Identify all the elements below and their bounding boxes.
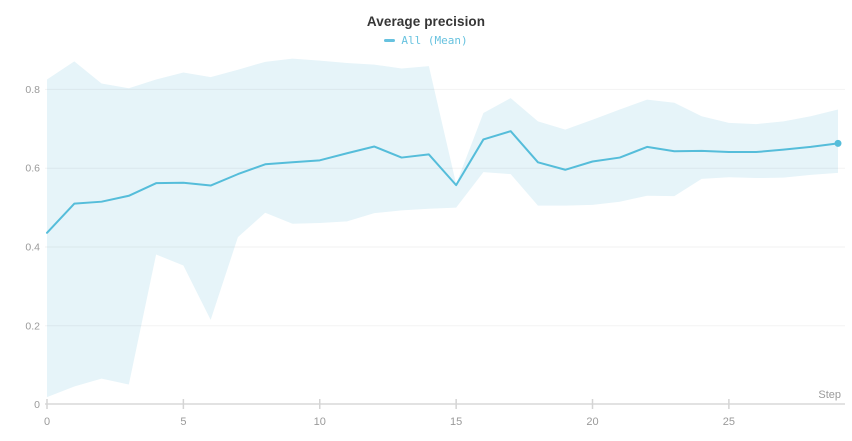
y-tick-label: 0.4 — [25, 242, 40, 254]
x-axis-title: Step — [818, 389, 841, 401]
chart-header: Average precision All (Mean) — [0, 0, 852, 47]
y-tick-label: 0.6 — [25, 163, 40, 175]
confidence-band — [47, 58, 838, 398]
mean-line[interactable] — [46, 130, 839, 234]
x-tick-label: 5 — [180, 416, 186, 428]
latest-point-marker — [834, 139, 842, 147]
x-tick-label: 20 — [586, 416, 598, 428]
x-tick-label: 25 — [723, 416, 735, 428]
y-tick-label: 0.8 — [25, 84, 40, 96]
y-tick-label: 0.2 — [25, 320, 40, 332]
x-tick-label: 15 — [450, 416, 462, 428]
x-tick-label: 10 — [314, 416, 326, 428]
chart-legend: All (Mean) — [0, 34, 852, 47]
chart-title: Average precision — [366, 14, 486, 29]
legend-series-label: All (Mean) — [401, 34, 468, 47]
y-tick-label: 0 — [34, 399, 40, 411]
legend-line-swatch-icon — [384, 39, 396, 42]
x-tick-label: 0 — [44, 416, 50, 428]
